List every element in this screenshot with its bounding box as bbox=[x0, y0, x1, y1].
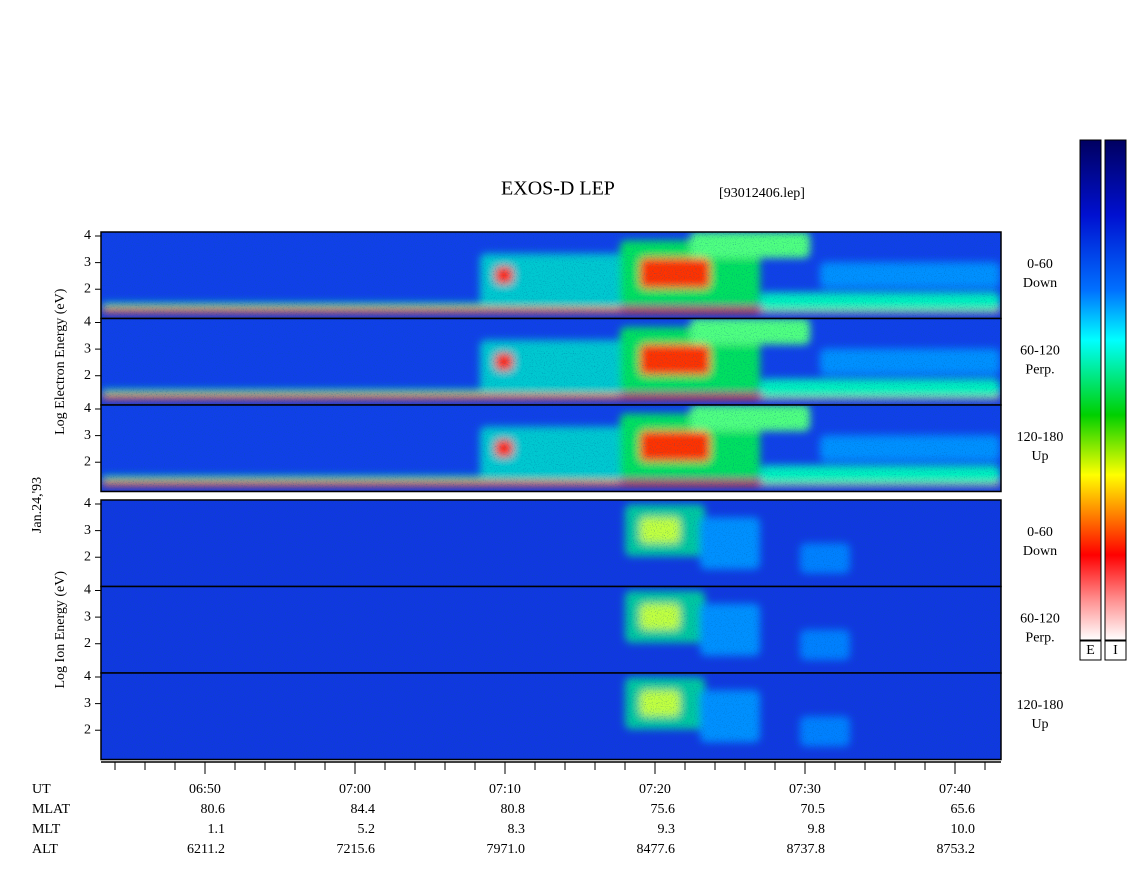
x-tick-label: 07:30 bbox=[789, 782, 821, 797]
y-tick-label: 4 bbox=[84, 669, 91, 684]
row-name: MLAT bbox=[32, 802, 71, 817]
row-value: 9.3 bbox=[658, 822, 676, 837]
spectrogram-panel bbox=[101, 232, 1001, 319]
panel-label: Up bbox=[1031, 449, 1048, 464]
panel-label: 120-180 bbox=[1017, 430, 1064, 445]
texture bbox=[101, 586, 1001, 673]
x-tick-label: 07:20 bbox=[639, 782, 671, 797]
row-value: 5.2 bbox=[358, 822, 376, 837]
spectrogram-panel bbox=[101, 586, 1001, 673]
texture bbox=[101, 673, 1001, 760]
group-ylabel: Log Ion Energy (eV) bbox=[53, 571, 68, 689]
row-value: 65.6 bbox=[951, 802, 976, 817]
y-tick-label: 4 bbox=[84, 228, 91, 243]
row-value: 70.5 bbox=[801, 802, 826, 817]
texture bbox=[101, 405, 1001, 492]
panel-label: 60-120 bbox=[1020, 612, 1060, 627]
row-value: 8477.6 bbox=[637, 842, 676, 857]
y-tick-label: 2 bbox=[84, 454, 91, 469]
file-label: [93012406.lep] bbox=[719, 186, 805, 201]
panel-label: 60-120 bbox=[1020, 344, 1060, 359]
row-value: 7215.6 bbox=[337, 842, 376, 857]
texture bbox=[101, 318, 1001, 405]
row-value: 9.8 bbox=[808, 822, 826, 837]
y-tick-label: 4 bbox=[84, 496, 91, 511]
row-name: UT bbox=[32, 782, 51, 797]
row-value: 7971.0 bbox=[487, 842, 526, 857]
row-name: MLT bbox=[32, 822, 61, 837]
x-tick-label: 06:50 bbox=[189, 782, 221, 797]
panel-label: Up bbox=[1031, 717, 1048, 732]
y-tick-label: 3 bbox=[84, 341, 91, 356]
row-value: 1.1 bbox=[208, 822, 226, 837]
row-value: 80.6 bbox=[201, 802, 226, 817]
spectrogram-panel bbox=[101, 318, 1001, 405]
panel-frame bbox=[100, 672, 1002, 761]
date-label: Jan.24,'93 bbox=[30, 477, 45, 533]
y-tick-label: 2 bbox=[84, 281, 91, 296]
colorbar-label-box bbox=[1079, 640, 1102, 661]
row-value: 8.3 bbox=[508, 822, 526, 837]
texture bbox=[101, 500, 1001, 587]
spectrogram-panel bbox=[101, 673, 1001, 760]
panel-label: 0-60 bbox=[1027, 525, 1053, 540]
y-tick-label: 4 bbox=[84, 401, 91, 416]
row-value: 6211.2 bbox=[187, 842, 225, 857]
y-tick-label: 2 bbox=[84, 549, 91, 564]
y-tick-label: 2 bbox=[84, 368, 91, 383]
colorbar bbox=[1104, 139, 1127, 641]
y-tick-label: 2 bbox=[84, 722, 91, 737]
y-tick-label: 3 bbox=[84, 428, 91, 443]
x-tick-label: 07:40 bbox=[939, 782, 971, 797]
row-value: 10.0 bbox=[951, 822, 976, 837]
panel-label: Perp. bbox=[1025, 363, 1054, 378]
colorbar-label: I bbox=[1113, 643, 1118, 658]
panel-label: Perp. bbox=[1025, 631, 1054, 646]
y-tick-label: 3 bbox=[84, 523, 91, 538]
spectrogram-panel bbox=[101, 405, 1001, 492]
colorbar bbox=[1079, 139, 1102, 641]
colorbar-label-box bbox=[1104, 640, 1127, 661]
y-tick-label: 3 bbox=[84, 696, 91, 711]
x-tick-label: 07:00 bbox=[339, 782, 371, 797]
y-tick-label: 4 bbox=[84, 315, 91, 330]
row-value: 75.6 bbox=[651, 802, 676, 817]
row-value: 84.4 bbox=[351, 802, 376, 817]
texture bbox=[101, 232, 1001, 319]
chart-title: EXOS-D LEP bbox=[501, 178, 615, 200]
y-tick-label: 4 bbox=[84, 583, 91, 598]
y-tick-label: 3 bbox=[84, 609, 91, 624]
y-tick-label: 2 bbox=[84, 636, 91, 651]
colorbar-label: E bbox=[1086, 643, 1095, 658]
x-tick-label: 07:10 bbox=[489, 782, 521, 797]
row-value: 8753.2 bbox=[937, 842, 976, 857]
row-value: 80.8 bbox=[501, 802, 526, 817]
panel-label: 120-180 bbox=[1017, 698, 1064, 713]
row-value: 8737.8 bbox=[787, 842, 826, 857]
panel-label: Down bbox=[1023, 276, 1057, 291]
panel-label: 0-60 bbox=[1027, 257, 1053, 272]
group-ylabel: Log Electron Energy (eV) bbox=[53, 288, 68, 435]
spectrogram-panel bbox=[101, 500, 1001, 587]
panel-label: Down bbox=[1023, 544, 1057, 559]
row-name: ALT bbox=[32, 842, 58, 857]
y-tick-label: 3 bbox=[84, 255, 91, 270]
panel-frame bbox=[100, 404, 1002, 493]
